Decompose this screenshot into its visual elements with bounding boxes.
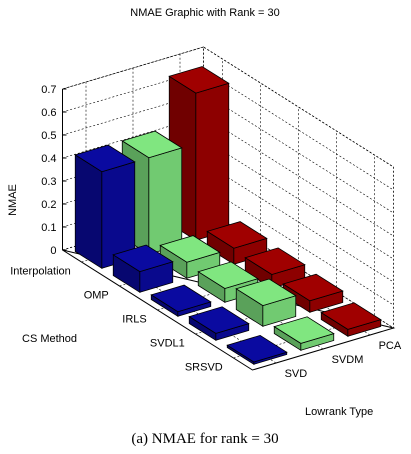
bar [150, 284, 212, 318]
z-tick-label: 0.7 [41, 84, 56, 96]
bar-front [195, 82, 230, 241]
bar [226, 334, 288, 366]
bar [244, 247, 306, 290]
floor-grid [233, 155, 375, 359]
z-tick-label: 0.3 [41, 176, 56, 188]
bar [159, 235, 221, 280]
y-tick-label: SVD [285, 368, 308, 380]
bar [282, 273, 344, 314]
x-axis-label: CS Method [22, 333, 77, 345]
x-tick-label: OMP [84, 290, 109, 302]
bar-top [168, 66, 230, 94]
bar [320, 302, 382, 338]
bar [74, 144, 136, 270]
x-tick-label: SVDL1 [150, 338, 185, 350]
bar-top [206, 221, 268, 249]
y-tick-label: SVDM [332, 354, 364, 366]
z-tick-label: 0.6 [41, 107, 56, 119]
z-tick-label: 0 [50, 245, 56, 257]
bar-top [226, 334, 288, 363]
bar-top [188, 306, 250, 334]
bar-top [150, 284, 212, 313]
bar [235, 278, 297, 328]
z-axis-label: NMAE [7, 184, 19, 216]
bar-top [235, 278, 297, 307]
bar-top [112, 244, 174, 273]
bar-top [121, 130, 183, 159]
bar [206, 221, 268, 266]
floor-grid [157, 107, 299, 311]
z-tick-label: 0.4 [41, 153, 56, 165]
bar-side [74, 154, 103, 270]
z-tick-label: 0.5 [41, 130, 56, 142]
grid-line [62, 69, 394, 191]
chart-title: NMAE Graphic with Rank = 30 [130, 7, 279, 19]
x-tick-label: IRLS [122, 314, 146, 326]
grid-line [62, 115, 394, 237]
z-tick-label: 0.2 [41, 199, 56, 211]
bar-top [244, 247, 306, 275]
grid-line [62, 92, 394, 214]
bar-top [74, 144, 136, 173]
y-tick-label: PCA [379, 340, 402, 352]
z-tick-label: 0.1 [41, 222, 56, 234]
x-tick-label: SRSVD [185, 362, 223, 374]
bar [112, 244, 174, 294]
bar-top [320, 302, 382, 330]
bar [188, 306, 250, 342]
bar [273, 316, 335, 352]
caption: (a) NMAE for rank = 30 [131, 431, 278, 447]
bar-top [197, 261, 259, 289]
y-axis-label: Lowrank Type [305, 406, 373, 418]
bar-top [273, 316, 335, 344]
x-tick-label: Interpolation [10, 266, 71, 278]
bar-top [282, 273, 344, 302]
bar-top [159, 235, 221, 263]
grid-line [62, 46, 394, 168]
bar-front [148, 147, 183, 255]
